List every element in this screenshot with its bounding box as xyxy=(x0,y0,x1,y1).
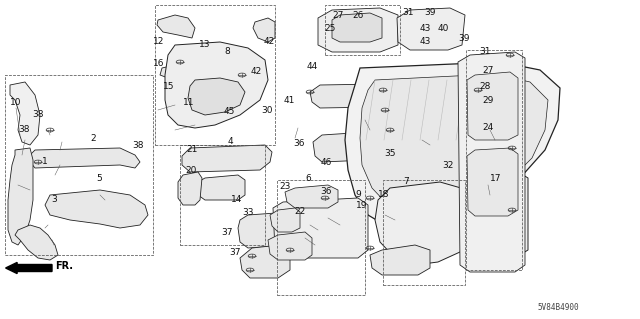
Polygon shape xyxy=(8,148,33,245)
Text: 4: 4 xyxy=(228,137,233,146)
Text: 1: 1 xyxy=(42,157,47,166)
Polygon shape xyxy=(313,132,378,162)
Text: 36: 36 xyxy=(294,139,305,148)
Text: 42: 42 xyxy=(263,37,275,46)
Text: 39: 39 xyxy=(424,8,436,17)
Polygon shape xyxy=(360,74,548,218)
Text: 38: 38 xyxy=(19,125,30,134)
Text: 33: 33 xyxy=(243,208,254,217)
Text: 23: 23 xyxy=(279,182,291,191)
Text: 7: 7 xyxy=(404,177,409,186)
Polygon shape xyxy=(160,65,182,78)
Text: 15: 15 xyxy=(163,82,174,91)
Text: 28: 28 xyxy=(479,82,491,91)
Polygon shape xyxy=(270,208,300,232)
Text: 5: 5 xyxy=(97,174,102,183)
Text: 40: 40 xyxy=(437,24,449,33)
Polygon shape xyxy=(467,72,518,140)
Polygon shape xyxy=(178,172,202,205)
Polygon shape xyxy=(157,15,195,38)
Text: 5V84B4900: 5V84B4900 xyxy=(538,303,579,312)
Text: 44: 44 xyxy=(307,63,318,71)
FancyArrow shape xyxy=(6,263,52,274)
Text: 19: 19 xyxy=(356,201,367,210)
Text: 26: 26 xyxy=(353,11,364,20)
Polygon shape xyxy=(332,13,382,42)
Polygon shape xyxy=(466,170,528,258)
Text: 11: 11 xyxy=(183,98,195,107)
Text: 12: 12 xyxy=(153,37,164,46)
Text: 37: 37 xyxy=(221,228,233,237)
Polygon shape xyxy=(188,78,245,115)
Text: 14: 14 xyxy=(231,195,243,204)
Text: 42: 42 xyxy=(250,67,262,76)
Text: 46: 46 xyxy=(321,158,332,167)
Text: 17: 17 xyxy=(490,174,502,183)
Text: 35: 35 xyxy=(385,149,396,158)
Polygon shape xyxy=(165,42,268,128)
Polygon shape xyxy=(240,245,290,278)
Polygon shape xyxy=(273,198,368,258)
Polygon shape xyxy=(238,212,300,248)
Polygon shape xyxy=(198,175,245,200)
Text: 31: 31 xyxy=(403,8,414,17)
Text: 38: 38 xyxy=(132,141,143,150)
Text: 27: 27 xyxy=(482,66,493,75)
Text: 38: 38 xyxy=(33,110,44,119)
Polygon shape xyxy=(253,18,275,42)
Text: 43: 43 xyxy=(420,24,431,33)
Text: 2: 2 xyxy=(90,134,95,143)
Polygon shape xyxy=(467,148,518,216)
Text: 9: 9 xyxy=(356,190,361,199)
Text: 16: 16 xyxy=(153,59,164,68)
Text: 32: 32 xyxy=(442,161,454,170)
Polygon shape xyxy=(45,190,148,228)
Text: 37: 37 xyxy=(230,248,241,256)
Polygon shape xyxy=(268,232,312,260)
Polygon shape xyxy=(318,8,398,52)
Polygon shape xyxy=(182,145,272,172)
Text: 45: 45 xyxy=(223,107,235,116)
Text: 43: 43 xyxy=(420,37,431,46)
Polygon shape xyxy=(285,185,338,208)
Polygon shape xyxy=(10,82,40,145)
Polygon shape xyxy=(345,62,560,230)
Text: 29: 29 xyxy=(482,96,493,105)
Polygon shape xyxy=(15,225,58,260)
Text: 21: 21 xyxy=(186,145,198,154)
Polygon shape xyxy=(370,245,430,275)
Text: 39: 39 xyxy=(458,34,470,43)
Text: 24: 24 xyxy=(482,123,493,132)
Polygon shape xyxy=(397,8,465,50)
Text: 22: 22 xyxy=(294,207,305,216)
Text: 10: 10 xyxy=(10,98,22,107)
Text: 36: 36 xyxy=(321,187,332,196)
Polygon shape xyxy=(458,52,525,272)
Text: 3: 3 xyxy=(52,195,57,204)
Text: 20: 20 xyxy=(185,166,196,175)
Text: 41: 41 xyxy=(284,96,295,105)
Text: 27: 27 xyxy=(332,11,344,20)
Text: 8: 8 xyxy=(225,47,230,56)
Polygon shape xyxy=(310,82,510,108)
Text: 30: 30 xyxy=(262,106,273,115)
Text: 25: 25 xyxy=(324,24,335,33)
Polygon shape xyxy=(30,148,140,168)
Text: 6: 6 xyxy=(306,174,311,183)
Text: FR.: FR. xyxy=(55,261,73,271)
Text: 18: 18 xyxy=(378,190,390,199)
Polygon shape xyxy=(375,182,478,265)
Text: 31: 31 xyxy=(479,47,491,56)
Text: 13: 13 xyxy=(199,40,211,49)
